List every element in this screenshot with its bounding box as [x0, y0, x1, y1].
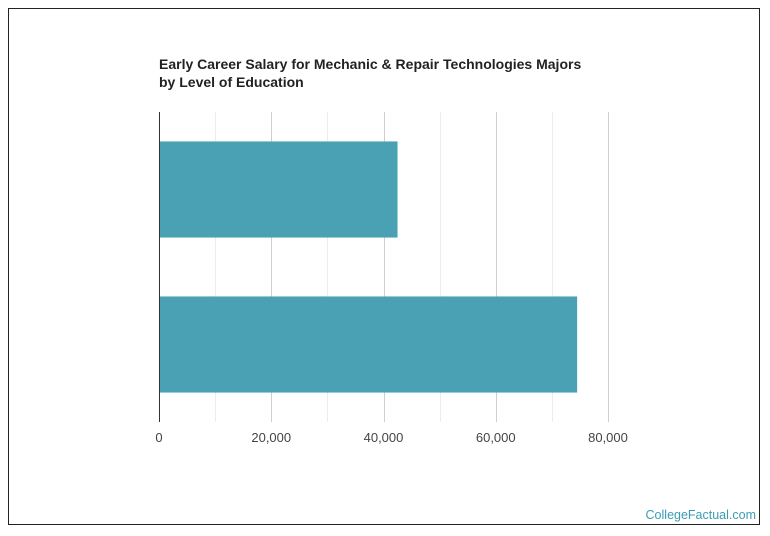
x-tick-label: 0 [155, 430, 162, 445]
x-tick-label: 80,000 [588, 430, 628, 445]
x-tick-label: 20,000 [251, 430, 291, 445]
chart-title: Early Career Salary for Mechanic & Repai… [159, 56, 582, 90]
x-tick-label: 40,000 [364, 430, 404, 445]
bars [159, 141, 578, 393]
bar-1 [159, 141, 398, 238]
x-axis-ticks: 0 20,000 40,000 60,000 80,000 [155, 430, 628, 445]
bar-2 [159, 296, 578, 393]
collegefactual-link[interactable]: CollegeFactual.com [645, 508, 756, 522]
x-tick-label: 60,000 [476, 430, 516, 445]
